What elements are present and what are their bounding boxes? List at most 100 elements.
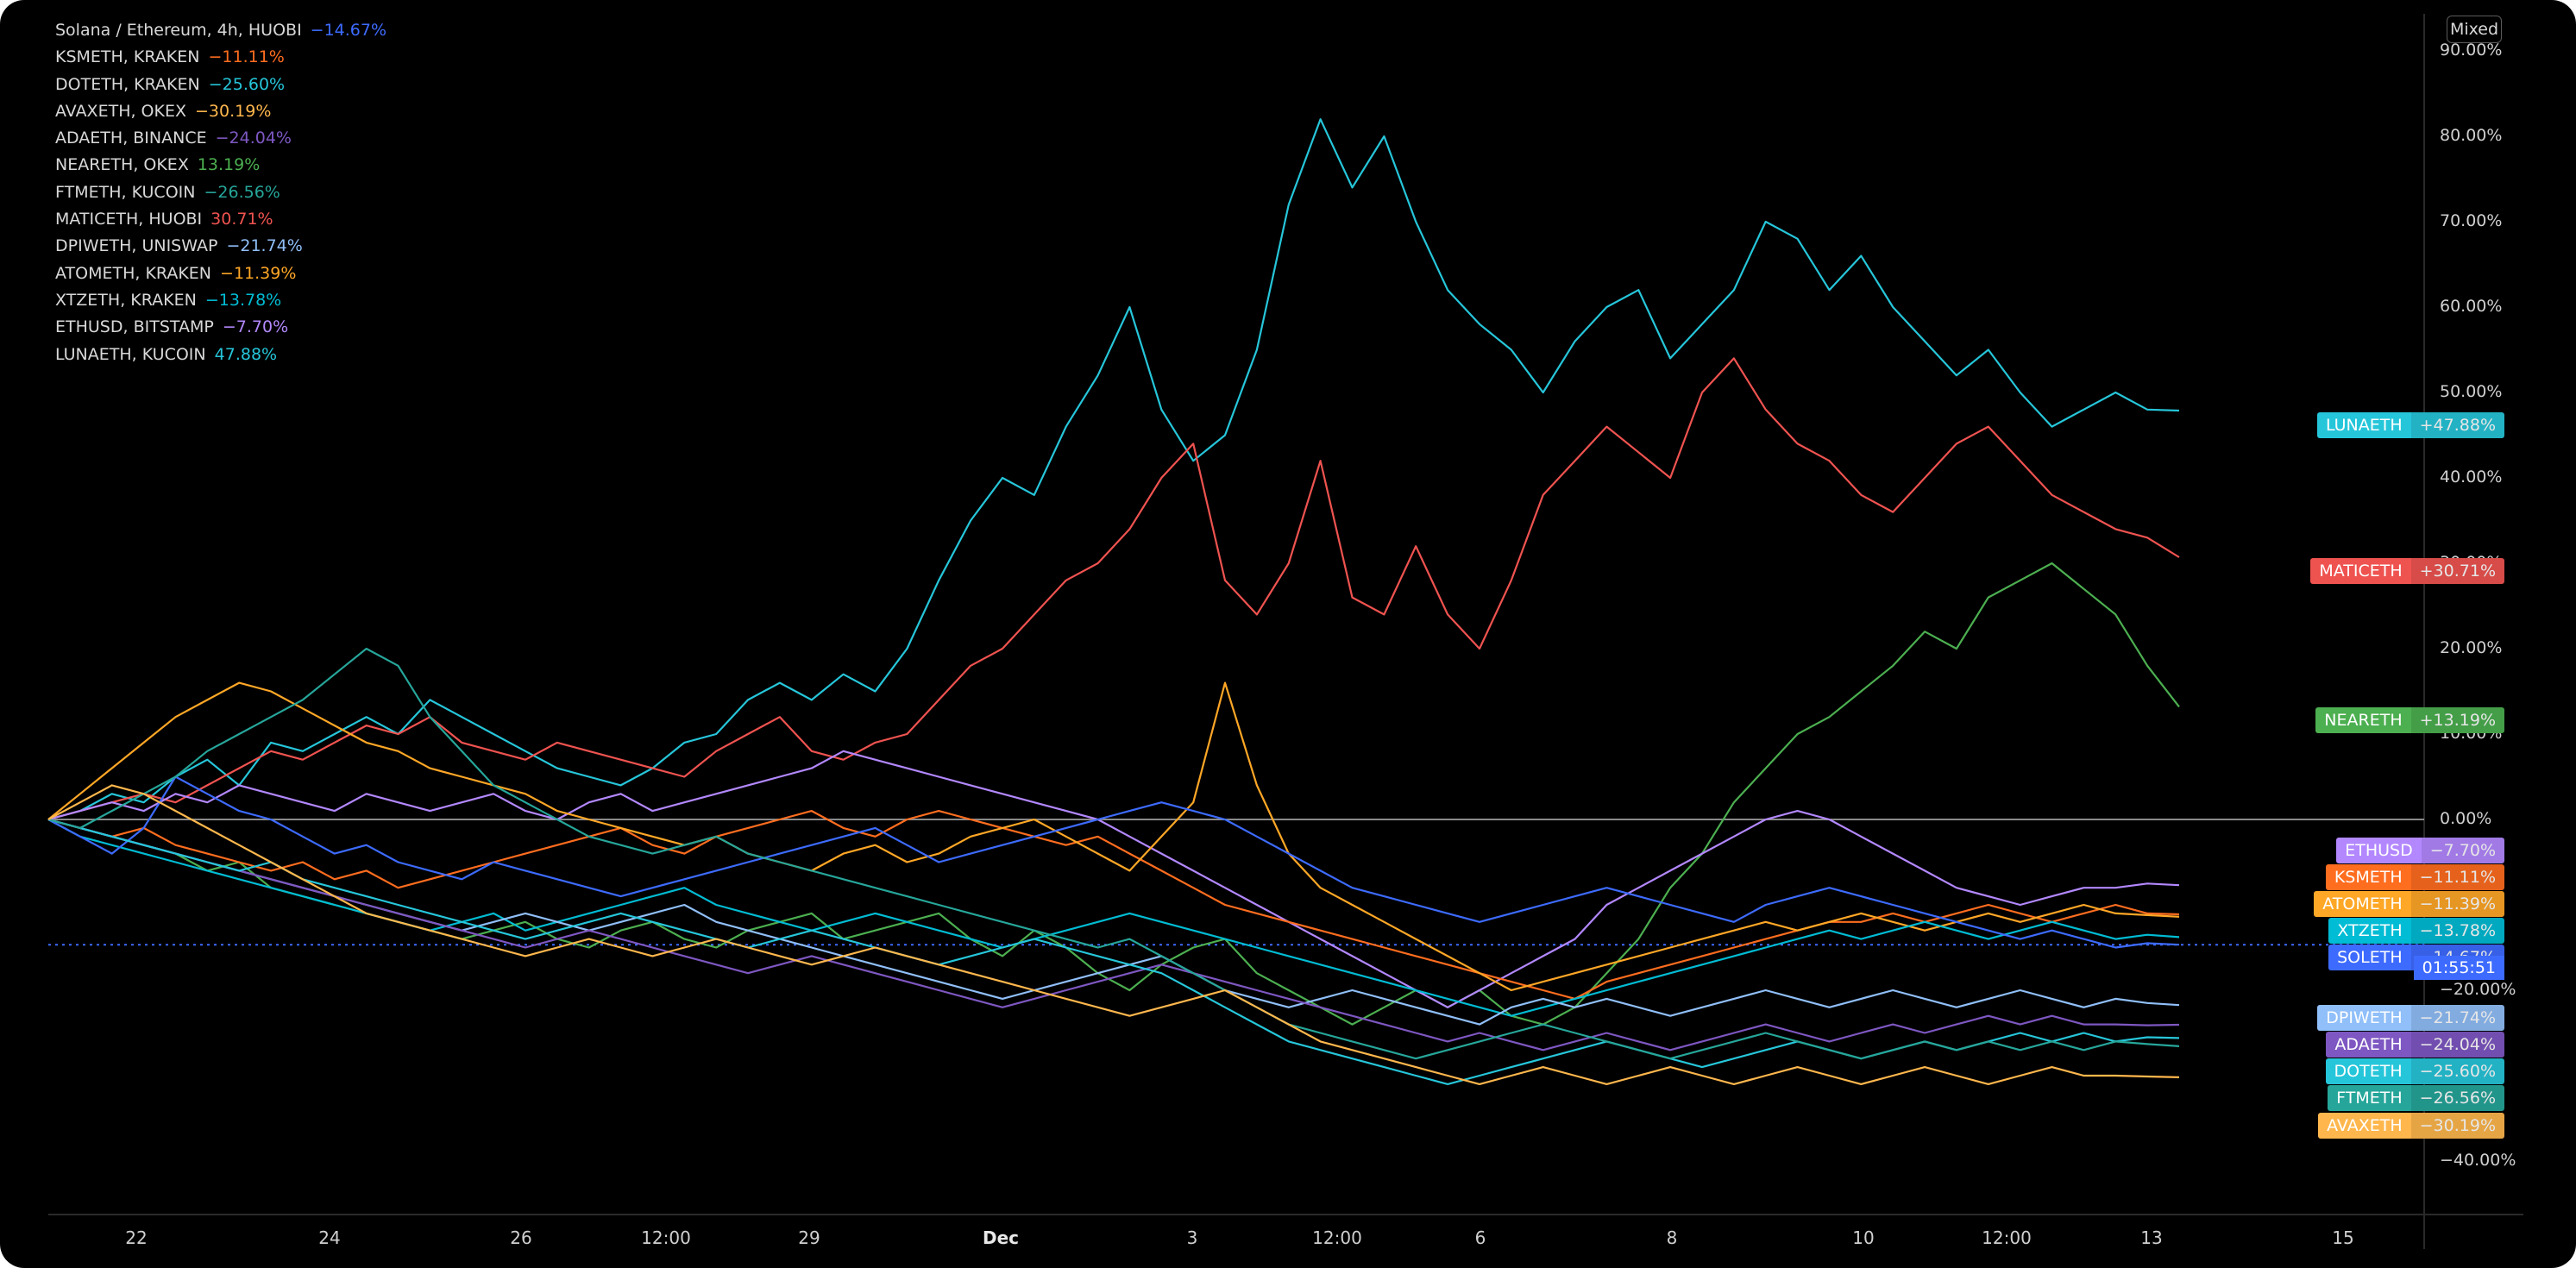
y-tick-label: 80.00% (2440, 126, 2503, 145)
legend-item[interactable]: DPIWETH, UNISWAP −21.74% (55, 233, 386, 260)
price-tag-value: −11.11% (2410, 864, 2504, 890)
legend-value: −14.67% (310, 21, 387, 40)
x-tick-label: 15 (2332, 1227, 2354, 1248)
price-tag-name: LUNAETH (2316, 412, 2411, 438)
legend-item[interactable]: AVAXETH, OKEX −30.19% (55, 98, 386, 125)
price-tag-name: ETHUSD (2336, 838, 2422, 863)
legend-value: −11.11% (208, 47, 285, 67)
series-line-maticeth[interactable] (47, 357, 2180, 821)
legend-item[interactable]: NEARETH, OKEX 13.19% (55, 152, 386, 179)
legend-value: 30.71% (210, 210, 273, 229)
legend-value: −11.39% (220, 263, 297, 283)
legend-value: −25.60% (208, 74, 286, 94)
series-line-atometh[interactable] (47, 681, 2180, 992)
series-line-avaxeth[interactable] (47, 784, 2180, 1086)
x-tick-label: 29 (798, 1227, 820, 1248)
x-tick-label: 26 (510, 1227, 532, 1248)
x-tick-label: 6 (1474, 1227, 1486, 1248)
legend-value: −13.78% (204, 290, 282, 310)
price-tag-doteth: DOTETH −25.60% (2325, 1058, 2504, 1084)
price-tag-ftmeth: FTMETH −26.56% (2328, 1085, 2504, 1111)
price-tag-neareth: NEARETH +13.19% (2315, 707, 2504, 733)
legend-value: −30.19% (195, 101, 272, 121)
y-tick-label: 20.00% (2440, 638, 2503, 657)
legend-label: FTMETH, KUCOIN (55, 182, 196, 202)
price-tag-name: DOTETH (2325, 1058, 2411, 1084)
series-line-lunaeth[interactable] (47, 118, 2180, 821)
price-tag-value: −7.70% (2421, 838, 2504, 863)
series-line-xtzeth[interactable] (47, 819, 2180, 1017)
y-tick-label: −40.00% (2440, 1151, 2516, 1170)
x-tick-label: 10 (1852, 1227, 1875, 1248)
scale-mode-button[interactable]: Mixed (2447, 16, 2502, 43)
price-tag-name: SOLETH (2328, 945, 2411, 970)
legend-item[interactable]: ATOMETH, KRAKEN −11.39% (55, 261, 386, 287)
y-tick-label: 70.00% (2440, 211, 2503, 230)
x-tick-label: 22 (125, 1227, 148, 1248)
price-tag-name: KSMETH (2325, 864, 2411, 890)
price-tag-ethusd: ETHUSD −7.70% (2336, 838, 2504, 863)
legend-item[interactable]: DOTETH, KRAKEN −25.60% (55, 72, 386, 98)
x-tick-label: 8 (1666, 1227, 1678, 1248)
price-tag-dpiweth: DPIWETH −21.74% (2317, 1005, 2504, 1031)
series-line-soleth[interactable] (47, 775, 2180, 949)
price-tag-atometh: ATOMETH −11.39% (2314, 891, 2504, 917)
price-tag-adaeth: ADAETH −24.04% (2326, 1032, 2504, 1058)
y-tick-label: 50.00% (2440, 382, 2503, 401)
series-line-ethusd[interactable] (47, 750, 2180, 1008)
price-tag-name: FTMETH (2328, 1085, 2411, 1111)
legend-label: NEARETH, OKEX (55, 155, 189, 175)
price-tag-ksmeth: KSMETH −11.11% (2325, 864, 2504, 890)
legend-item[interactable]: MATICETH, HUOBI 30.71% (55, 206, 386, 233)
legend-value: −26.56% (204, 182, 280, 202)
price-tag-name: DPIWETH (2317, 1005, 2411, 1031)
price-tag-name: MATICETH (2310, 558, 2411, 584)
y-tick-label: −20.00% (2440, 980, 2516, 999)
series-line-adaeth[interactable] (47, 818, 2180, 1051)
legend-value: −7.70% (222, 317, 289, 337)
legend-label: ETHUSD, BITSTAMP (55, 317, 214, 337)
price-tag-value: −24.04% (2410, 1032, 2504, 1058)
legend-label: ADAETH, BINANCE (55, 129, 207, 148)
price-tag-name: XTZETH (2328, 918, 2411, 944)
series-line-ftmeth[interactable] (47, 647, 2180, 1060)
price-tag-name: ATOMETH (2314, 891, 2411, 917)
legend-label: ATOMETH, KRAKEN (55, 263, 212, 283)
price-tag-maticeth: MATICETH +30.71% (2310, 558, 2504, 584)
legend-value: −24.04% (215, 129, 292, 148)
x-tick-label: 12:00 (1982, 1227, 2032, 1248)
y-tick-label: 90.00% (2440, 41, 2503, 60)
legend: Solana / Ethereum, 4h, HUOBI −14.67% KSMET… (55, 17, 386, 368)
x-tick-label: 24 (318, 1227, 341, 1248)
legend-value: 47.88% (214, 344, 278, 364)
x-tick-label: 12:00 (1312, 1227, 1362, 1248)
legend-label: KSMETH, KRAKEN (55, 47, 200, 67)
series-layer (47, 118, 2180, 1086)
legend-item[interactable]: ETHUSD, BITSTAMP −7.70% (55, 314, 386, 341)
legend-item[interactable]: Solana / Ethereum, 4h, HUOBI −14.67% (55, 17, 386, 44)
price-tag-value: −13.78% (2410, 918, 2504, 944)
series-line-doteth[interactable] (47, 818, 2180, 1086)
legend-item[interactable]: FTMETH, KUCOIN −26.56% (55, 179, 386, 206)
legend-item[interactable]: XTZETH, KRAKEN −13.78% (55, 287, 386, 314)
price-tag-name: ADAETH (2326, 1032, 2411, 1058)
legend-item[interactable]: LUNAETH, KUCOIN 47.88% (55, 342, 386, 368)
legend-label: AVAXETH, OKEX (55, 101, 186, 121)
legend-label: XTZETH, KRAKEN (55, 290, 197, 310)
price-tag-value: −26.56% (2410, 1085, 2504, 1111)
x-tick-label: 12:00 (641, 1227, 691, 1248)
legend-label: DPIWETH, UNISWAP (55, 236, 218, 256)
legend-label: MATICETH, HUOBI (55, 210, 203, 229)
legend-item[interactable]: ADAETH, BINANCE −24.04% (55, 125, 386, 152)
price-tag-name: AVAXETH (2318, 1113, 2411, 1139)
price-tag-value: −11.39% (2410, 891, 2504, 917)
legend-value: 13.19% (197, 155, 261, 175)
y-tick-label: 40.00% (2440, 468, 2503, 486)
price-tag-value: +47.88% (2410, 412, 2504, 438)
price-tag-lunaeth: LUNAETH +47.88% (2316, 412, 2504, 438)
price-tag-avaxeth: AVAXETH −30.19% (2318, 1113, 2504, 1139)
y-tick-label: 0.00% (2440, 809, 2492, 828)
legend-item[interactable]: KSMETH, KRAKEN −11.11% (55, 44, 386, 71)
